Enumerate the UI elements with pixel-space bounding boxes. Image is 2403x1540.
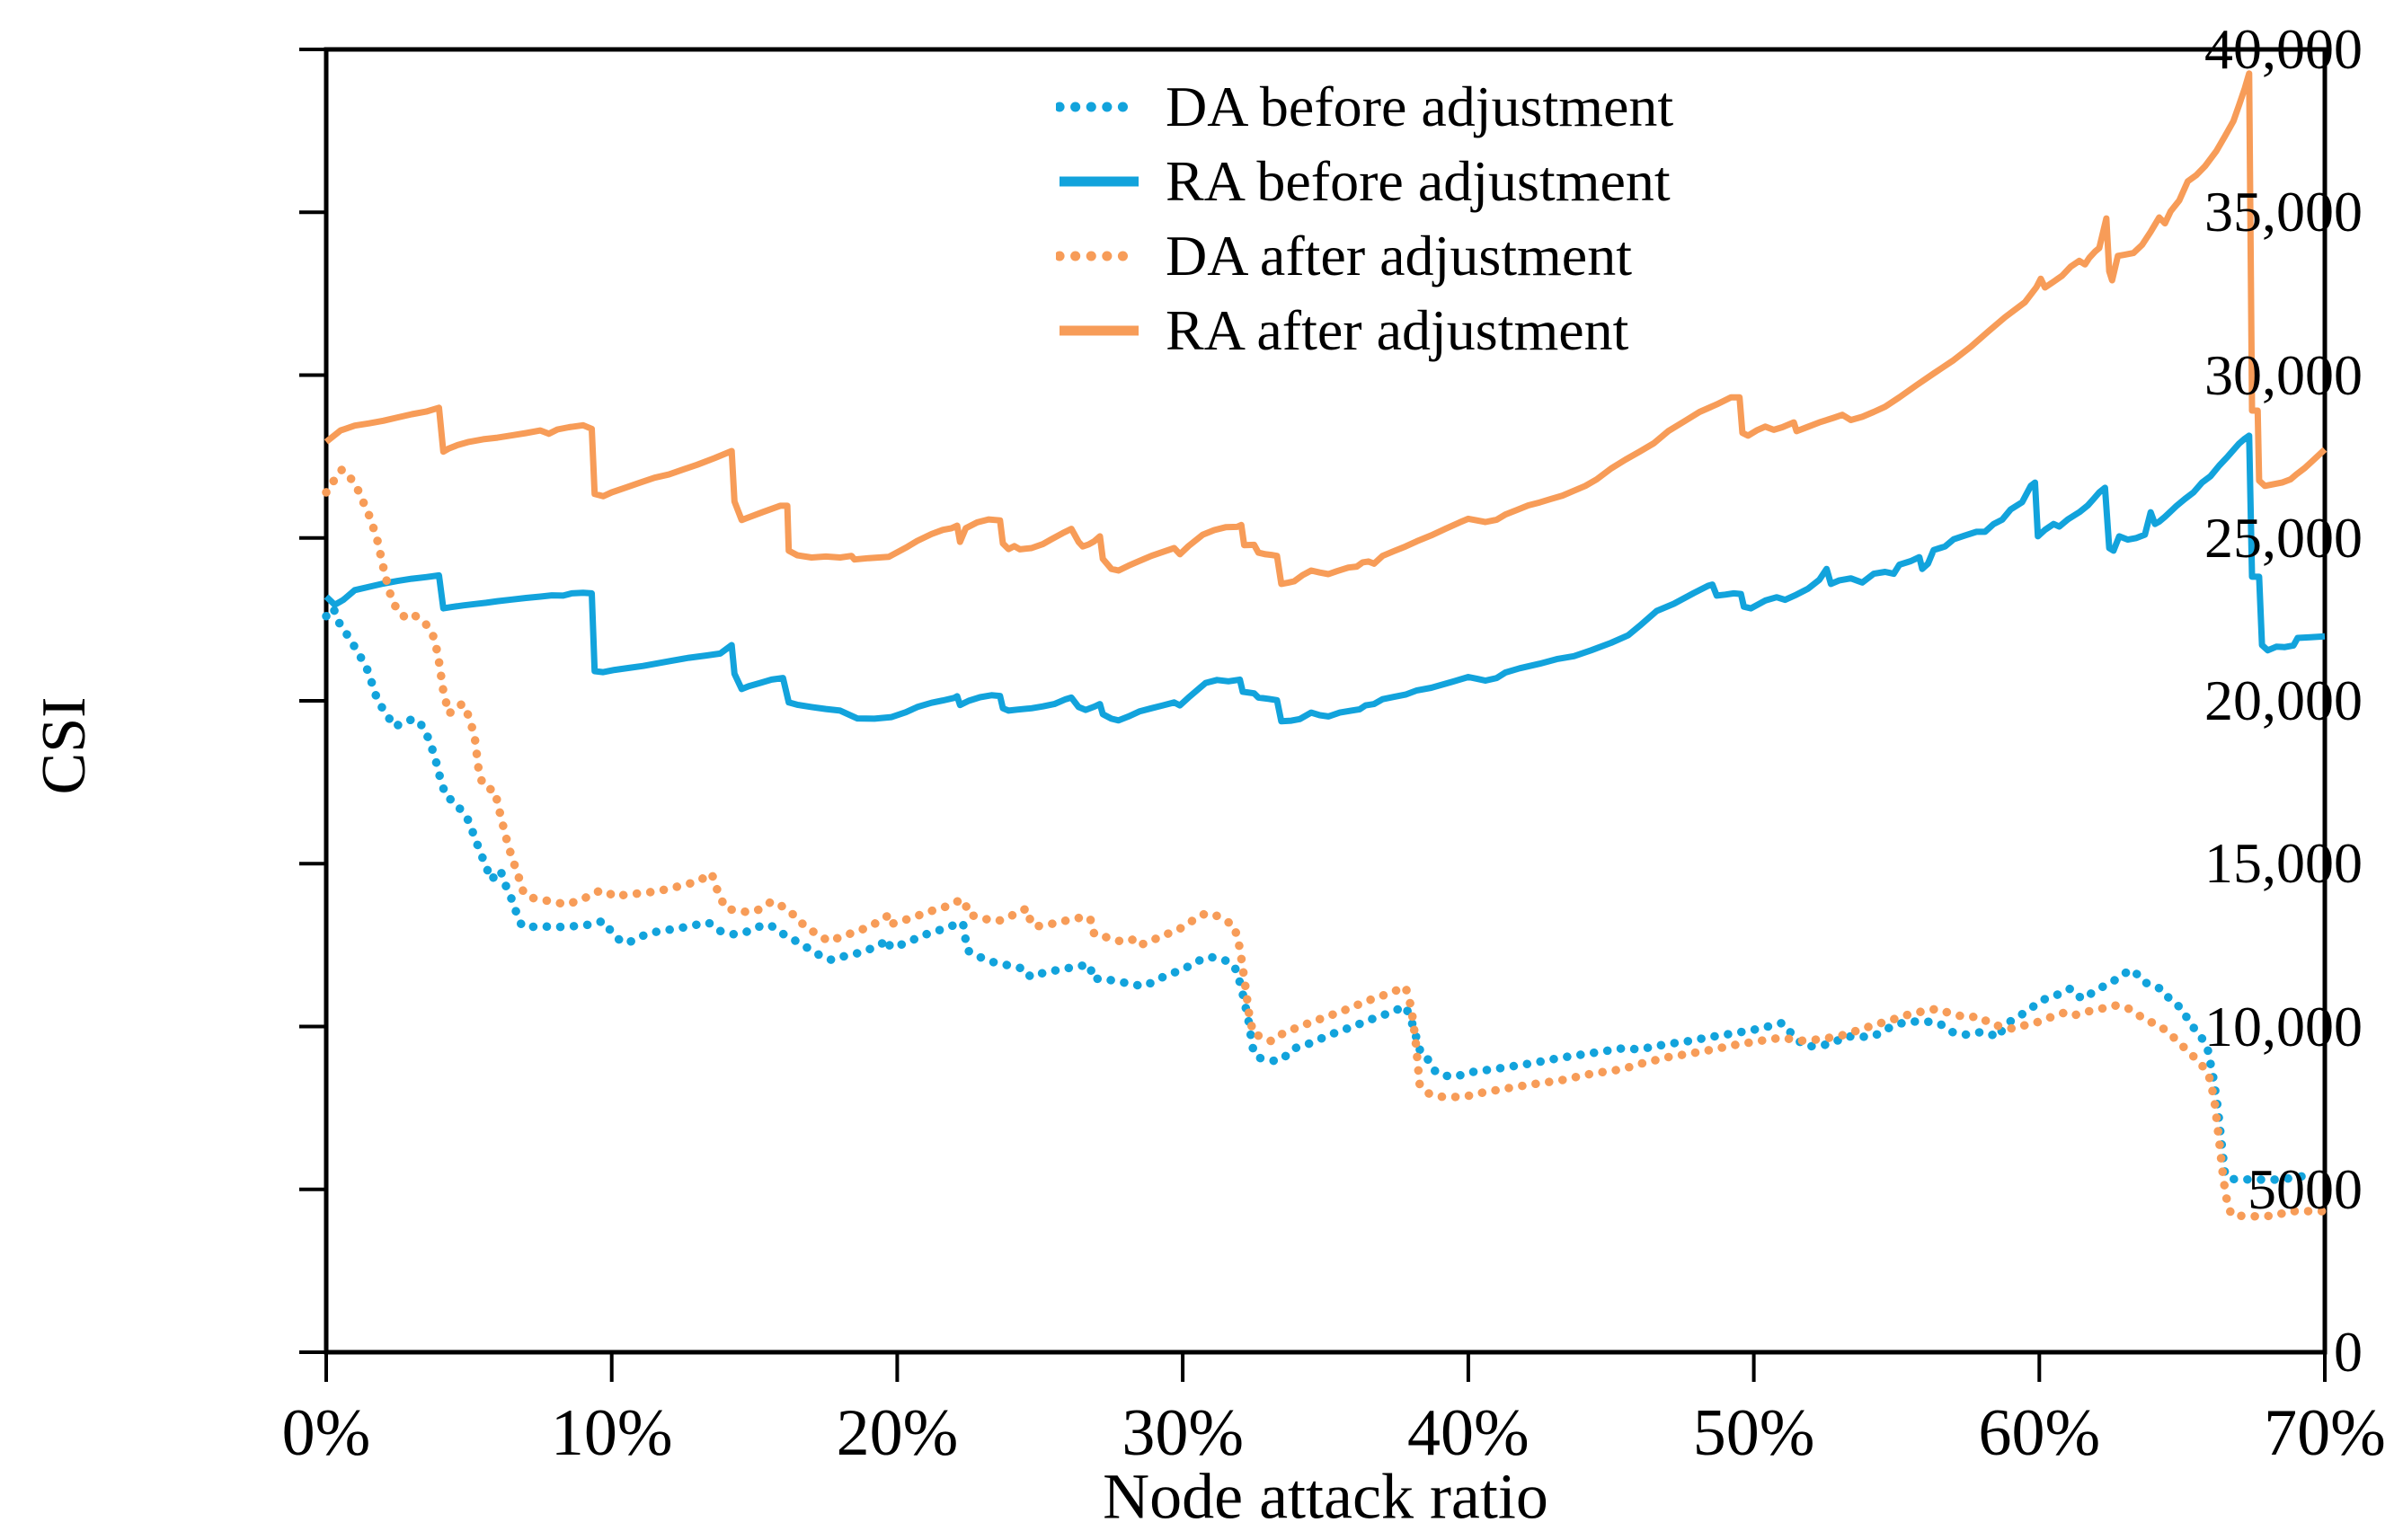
x-axis-title: Node attack ratio bbox=[1103, 1460, 1548, 1533]
legend-label: RA before adjustment bbox=[1166, 148, 1671, 213]
legend-label: DA before adjustment bbox=[1166, 74, 1674, 138]
legend-label: RA after adjustment bbox=[1166, 297, 1629, 362]
solid-line-swatch-icon bbox=[1056, 323, 1142, 339]
legend-item-da-before: DA before adjustment bbox=[1054, 69, 1674, 144]
x-tick-label: 60% bbox=[1978, 1396, 2101, 1470]
legend-item-da-after: DA after adjustment bbox=[1054, 218, 1673, 293]
y-tick-label: 15,000 bbox=[2204, 831, 2363, 896]
legend-item-ra-before: RA before adjustment bbox=[1056, 144, 1673, 218]
x-tick-label: 0% bbox=[281, 1396, 371, 1470]
x-tick-label: 40% bbox=[1407, 1396, 1530, 1470]
x-tick-label: 70% bbox=[2264, 1396, 2386, 1470]
legend: DA before adjustment RA before adjustmen… bbox=[1054, 69, 1674, 367]
x-tick-label: 50% bbox=[1692, 1396, 1815, 1470]
solid-line-swatch-icon bbox=[1056, 173, 1142, 190]
y-tick-label: 5000 bbox=[2248, 1156, 2363, 1221]
legend-item-ra-after: RA after adjustment bbox=[1056, 293, 1673, 367]
y-tick-label: 0 bbox=[2334, 1320, 2363, 1384]
y-tick-label: 35,000 bbox=[2204, 180, 2363, 244]
y-tick-label: 40,000 bbox=[2204, 17, 2363, 81]
y-tick-label: 25,000 bbox=[2204, 505, 2363, 570]
x-tick-label: 30% bbox=[1122, 1396, 1244, 1470]
dotted-line-swatch-icon bbox=[1054, 99, 1144, 115]
y-tick-label: 20,000 bbox=[2204, 668, 2363, 732]
legend-label: DA after adjustment bbox=[1166, 223, 1632, 288]
y-axis-title: CSI bbox=[30, 696, 99, 795]
x-tick-label: 20% bbox=[836, 1396, 959, 1470]
dotted-line-swatch-icon bbox=[1054, 248, 1144, 264]
y-tick-label: 10,000 bbox=[2204, 994, 2363, 1058]
x-tick-label: 10% bbox=[550, 1396, 673, 1470]
y-tick-label: 30,000 bbox=[2204, 342, 2363, 407]
